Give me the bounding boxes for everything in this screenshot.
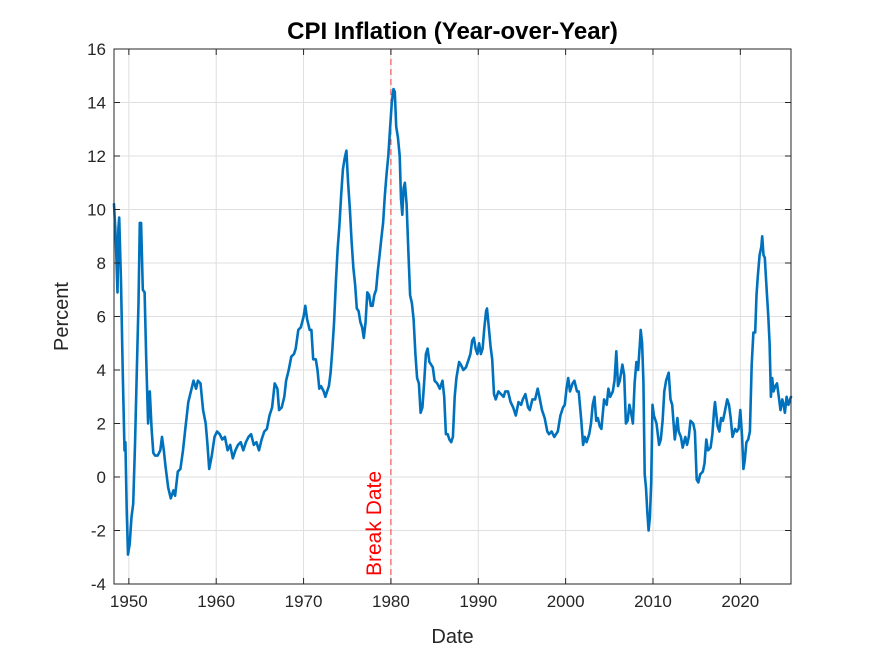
y-tick-label--2: -2	[91, 522, 106, 541]
x-tick-label-1980: 1980	[372, 592, 410, 611]
x-axis-label: Date	[431, 626, 473, 648]
series-layer	[112, 87, 793, 556]
y-tick-label-0: 0	[97, 468, 106, 487]
y-tick-label-4: 4	[97, 361, 106, 380]
annotations: Break Date	[363, 49, 392, 584]
y-tick-label-10: 10	[87, 201, 106, 220]
y-tick-label-16: 16	[87, 40, 106, 59]
tick-labels: 1950 1960 1970 1980 1990 2000 2010 2020 -4 -2 0 2 4 6…	[87, 40, 759, 611]
axis-ticks	[114, 48, 791, 585]
break-date-label: Break Date	[363, 471, 386, 576]
y-tick-label--4: -4	[91, 575, 106, 594]
x-tick-label-1950: 1950	[110, 592, 148, 611]
x-tick-label-1970: 1970	[285, 592, 323, 611]
series-line-cpi-inflation	[112, 87, 793, 556]
chart-title: CPI Inflation (Year-over-Year)	[287, 18, 618, 45]
x-tick-label-2000: 2000	[547, 592, 585, 611]
y-tick-label-6: 6	[97, 308, 106, 327]
x-tick-label-2020: 2020	[721, 592, 759, 611]
y-axis-label: Percent	[51, 282, 73, 351]
y-tick-label-8: 8	[97, 254, 106, 273]
y-tick-label-12: 12	[87, 147, 106, 166]
y-tick-label-2: 2	[97, 415, 106, 434]
x-tick-label-2010: 2010	[634, 592, 672, 611]
x-tick-label-1990: 1990	[459, 592, 497, 611]
y-tick-label-14: 14	[87, 94, 106, 113]
x-tick-label-1960: 1960	[197, 592, 235, 611]
